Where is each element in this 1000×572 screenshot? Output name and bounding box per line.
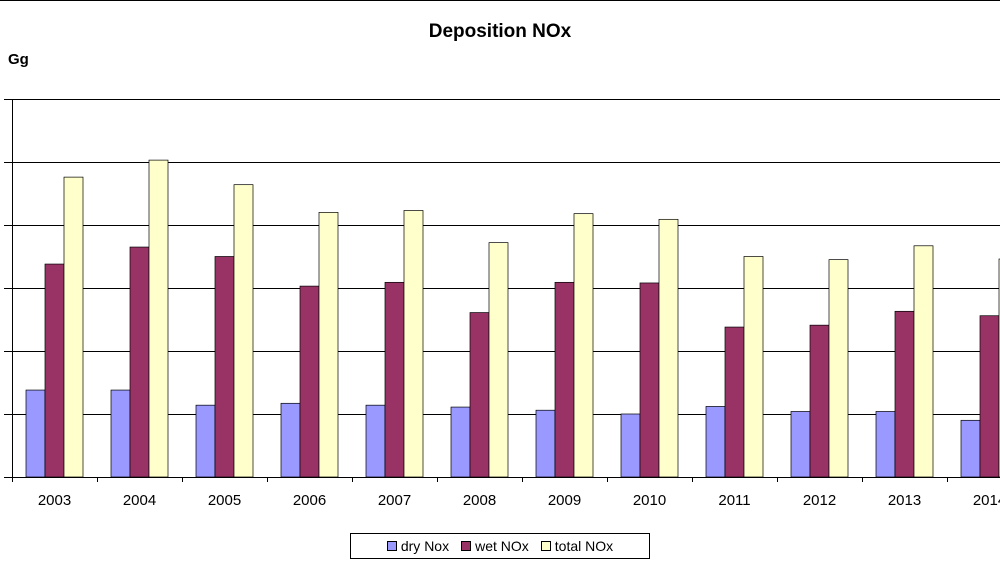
x-tick-label-2014: 2014 bbox=[973, 492, 1000, 509]
bar-wet-nox-2014 bbox=[979, 315, 1000, 478]
bar-dry-nox-2012 bbox=[790, 411, 811, 478]
x-tick-label-2006: 2006 bbox=[293, 492, 326, 509]
legend-label-total: total NOx bbox=[554, 538, 614, 554]
bar-total-nox-2004 bbox=[148, 159, 169, 478]
bar-total-nox-2009 bbox=[573, 213, 594, 478]
bar-wet-nox-2009 bbox=[554, 281, 575, 478]
x-tick-label-2013: 2013 bbox=[888, 492, 921, 509]
legend-item-dry: dry Nox bbox=[386, 538, 450, 554]
x-tick-label-2003: 2003 bbox=[38, 492, 71, 509]
bar-dry-nox-2007 bbox=[365, 404, 386, 478]
bar-dry-nox-2014 bbox=[960, 419, 981, 478]
bar-total-nox-2013 bbox=[913, 245, 934, 478]
legend-label-dry: dry Nox bbox=[400, 538, 450, 554]
bar-dry-nox-2010 bbox=[620, 413, 641, 478]
legend-item-wet: wet NOx bbox=[461, 538, 529, 554]
bar-dry-nox-2004 bbox=[110, 389, 131, 478]
legend-swatch-dry bbox=[386, 541, 397, 551]
bar-dry-nox-2009 bbox=[535, 409, 556, 478]
bar-dry-nox-2011 bbox=[705, 406, 726, 478]
bar-dry-nox-2003 bbox=[25, 389, 46, 478]
x-tick-label-2010: 2010 bbox=[633, 492, 666, 509]
bar-wet-nox-2008 bbox=[469, 312, 490, 478]
chart-title: Deposition NOx bbox=[428, 21, 572, 42]
bar-total-nox-2012 bbox=[828, 259, 849, 478]
bar-wet-nox-2007 bbox=[384, 281, 405, 478]
bar-total-nox-2008 bbox=[488, 242, 509, 478]
bar-wet-nox-2005 bbox=[214, 256, 235, 478]
bar-dry-nox-2008 bbox=[450, 406, 471, 478]
bar-wet-nox-2013 bbox=[894, 310, 915, 478]
bar-total-nox-2005 bbox=[233, 184, 254, 478]
bar-dry-nox-2005 bbox=[195, 404, 216, 478]
bar-total-nox-2011 bbox=[743, 256, 764, 478]
bar-wet-nox-2004 bbox=[129, 246, 150, 478]
x-tick-label-2012: 2012 bbox=[803, 492, 836, 509]
x-tick-label-2004: 2004 bbox=[123, 492, 156, 509]
legend-item-total: total NOx bbox=[540, 538, 614, 554]
bar-wet-nox-2011 bbox=[724, 326, 745, 478]
legend-swatch-wet bbox=[461, 541, 472, 551]
x-tick-label-2005: 2005 bbox=[208, 492, 241, 509]
x-tick-label-2009: 2009 bbox=[548, 492, 581, 509]
x-tick-label-2007: 2007 bbox=[378, 492, 411, 509]
bar-wet-nox-2010 bbox=[639, 282, 660, 478]
legend-swatch-total bbox=[540, 541, 551, 551]
bar-wet-nox-2006 bbox=[299, 285, 320, 478]
bar-wet-nox-2003 bbox=[44, 263, 65, 478]
x-tick-label-2008: 2008 bbox=[463, 492, 496, 509]
bar-total-nox-2006 bbox=[318, 212, 339, 478]
legend-label-wet: wet NOx bbox=[475, 538, 529, 554]
legend: dry Nox wet NOx total NOx bbox=[350, 533, 650, 559]
bar-total-nox-2007 bbox=[403, 210, 424, 478]
bar-dry-nox-2013 bbox=[875, 411, 896, 478]
bar-total-nox-2003 bbox=[63, 176, 84, 478]
x-tick-label-2011: 2011 bbox=[718, 492, 750, 509]
bar-total-nox-2010 bbox=[658, 218, 679, 478]
bar-wet-nox-2012 bbox=[809, 324, 830, 478]
bar-dry-nox-2006 bbox=[280, 402, 301, 478]
y-axis-unit-label: Gg bbox=[8, 51, 29, 68]
